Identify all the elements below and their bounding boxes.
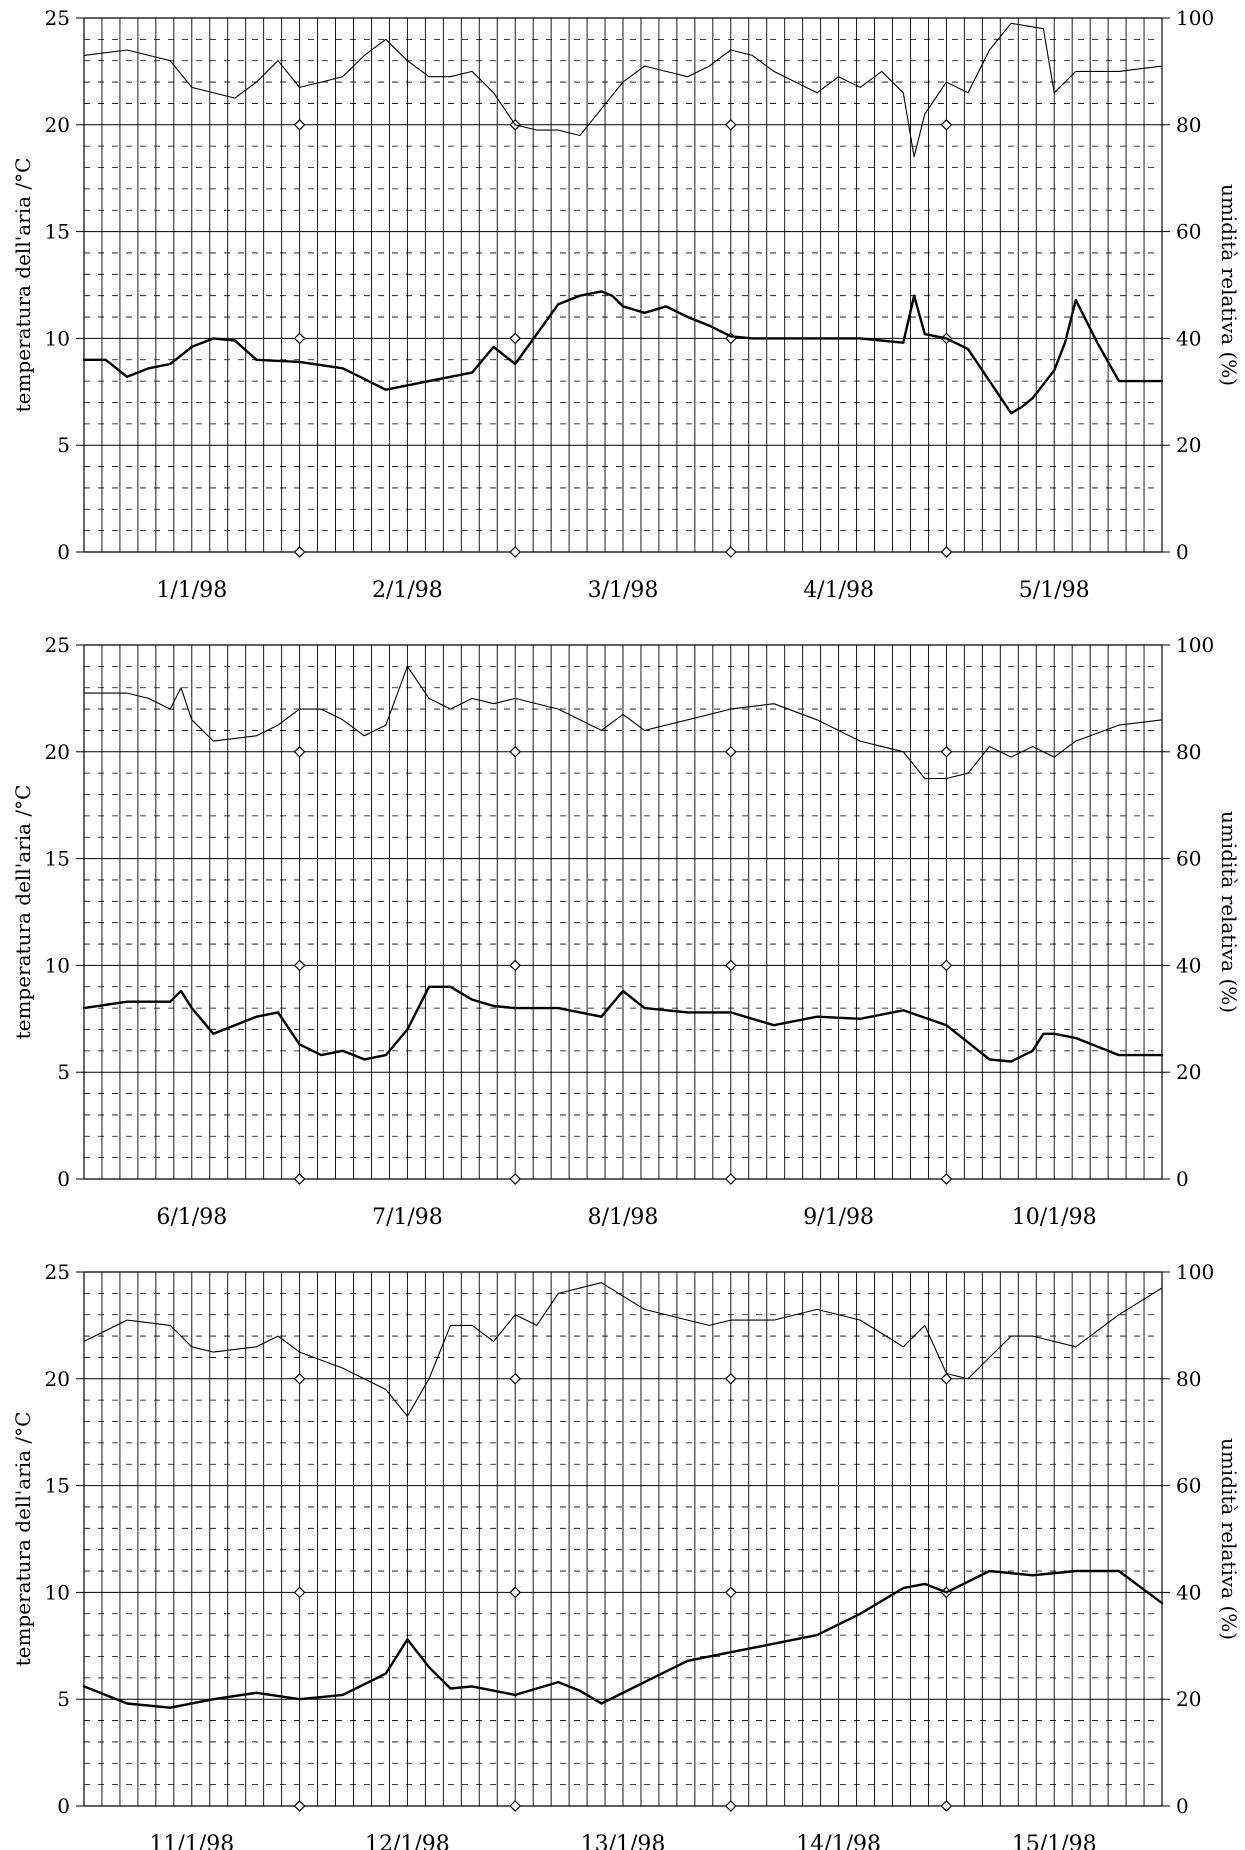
day-marker: [293, 332, 306, 345]
day-marker: [724, 1586, 737, 1599]
day-marker: [509, 1173, 522, 1185]
right-tick-label: 100: [1176, 6, 1214, 30]
day-marker: [940, 1800, 953, 1812]
left-tick-label: 25: [45, 1260, 70, 1284]
right-tick-label: 80: [1176, 740, 1201, 764]
right-axis-title: umidità relativa (%): [1217, 184, 1241, 386]
day-marker: [293, 1800, 306, 1812]
left-tick-label: 20: [45, 1367, 70, 1391]
left-tick-label: 0: [57, 1167, 70, 1191]
left-tick-label: 20: [45, 740, 70, 764]
day-marker: [940, 1372, 953, 1385]
day-marker: [724, 1800, 737, 1812]
right-tick-label: 80: [1176, 1367, 1201, 1391]
day-marker: [724, 546, 737, 558]
temperature-line: [82, 985, 1164, 1063]
day-marker: [509, 1586, 522, 1599]
date-label: 11/1/98: [149, 1832, 234, 1850]
left-tick-label: 5: [57, 1060, 70, 1084]
day-marker: [940, 546, 953, 558]
date-label: 15/1/98: [1012, 1832, 1097, 1850]
right-tick-label: 20: [1176, 1060, 1201, 1084]
left-tick-label: 10: [45, 953, 70, 977]
day-marker: [940, 745, 953, 758]
right-tick-label: 60: [1176, 1474, 1201, 1498]
right-tick-label: 0: [1176, 1794, 1189, 1818]
right-axis-title: umidità relativa (%): [1217, 811, 1241, 1013]
right-tick-label: 40: [1176, 326, 1201, 350]
chart-panel-1: 0 5 10 15 20 25 0 20 40 60 80 100 1/1/98 2/1/98 3/1/98…: [11, 6, 1241, 603]
left-tick-label: 0: [57, 540, 70, 564]
left-tick-label: 25: [45, 633, 70, 657]
day-marker: [724, 118, 737, 131]
day-marker: [724, 745, 737, 758]
date-label: 9/1/98: [803, 1205, 874, 1230]
left-tick-label: 5: [57, 433, 70, 457]
left-tick-label: 10: [45, 326, 70, 350]
day-marker: [509, 1372, 522, 1385]
chart-panel-2: 0 5 10 15 20 25 0 20 40 60 80 100 6/1/98 7/1/98 8/1/98…: [11, 633, 1241, 1230]
right-tick-label: 100: [1176, 1260, 1214, 1284]
left-axis-title: temperatura dell'aria /°C: [11, 1412, 35, 1667]
humidity-line: [83, 665, 1163, 780]
day-marker: [724, 1372, 737, 1385]
right-axis-title: umidità relativa (%): [1217, 1438, 1241, 1640]
date-label: 8/1/98: [588, 1205, 659, 1230]
date-label: 3/1/98: [588, 578, 659, 603]
right-tick-label: 40: [1176, 953, 1201, 977]
day-marker: [940, 959, 953, 972]
right-tick-label: 20: [1176, 1687, 1201, 1711]
left-tick-label: 0: [57, 1794, 70, 1818]
day-marker: [293, 1586, 306, 1599]
temperature-line: [82, 290, 1164, 415]
date-label: 12/1/98: [365, 1832, 450, 1850]
right-tick-label: 0: [1176, 540, 1189, 564]
day-marker: [293, 1173, 306, 1185]
left-tick-label: 25: [45, 6, 70, 30]
left-axis-title: temperatura dell'aria /°C: [11, 785, 35, 1040]
right-tick-label: 0: [1176, 1167, 1189, 1191]
day-marker: [509, 1800, 522, 1812]
right-tick-label: 100: [1176, 633, 1214, 657]
left-tick-label: 15: [45, 847, 70, 871]
day-marker: [724, 1173, 737, 1185]
date-label: 13/1/98: [581, 1832, 666, 1850]
left-tick-label: 10: [45, 1580, 70, 1604]
day-marker: [293, 1372, 306, 1385]
day-marker: [293, 959, 306, 972]
right-tick-label: 40: [1176, 1580, 1201, 1604]
date-label: 7/1/98: [372, 1205, 443, 1230]
date-label: 14/1/98: [796, 1832, 881, 1850]
day-marker: [724, 959, 737, 972]
humidity-line: [83, 1282, 1163, 1417]
day-marker: [509, 546, 522, 558]
left-tick-label: 20: [45, 113, 70, 137]
humidity-line: [83, 22, 1163, 158]
left-tick-label: 5: [57, 1687, 70, 1711]
date-label: 1/1/98: [156, 578, 227, 603]
date-label: 6/1/98: [156, 1205, 227, 1230]
left-tick-label: 15: [45, 220, 70, 244]
temperature-line: [82, 1569, 1164, 1709]
day-marker: [293, 118, 306, 131]
right-tick-label: 60: [1176, 220, 1201, 244]
right-tick-label: 20: [1176, 433, 1201, 457]
day-marker: [940, 118, 953, 131]
day-marker: [509, 959, 522, 972]
day-marker: [509, 332, 522, 345]
date-label: 5/1/98: [1019, 578, 1090, 603]
date-label: 10/1/98: [1012, 1205, 1097, 1230]
left-tick-label: 15: [45, 1474, 70, 1498]
right-tick-label: 80: [1176, 113, 1201, 137]
chart-panel-3: 0 5 10 15 20 25 0 20 40 60 80 100 11/1/98 12/1/98 13/1…: [11, 1260, 1241, 1850]
day-marker: [509, 745, 522, 758]
day-marker: [293, 745, 306, 758]
date-label: 2/1/98: [372, 578, 443, 603]
date-label: 4/1/98: [803, 578, 874, 603]
right-tick-label: 60: [1176, 847, 1201, 871]
left-axis-title: temperatura dell'aria /°C: [11, 158, 35, 413]
day-marker: [293, 546, 306, 558]
day-marker: [940, 1173, 953, 1185]
